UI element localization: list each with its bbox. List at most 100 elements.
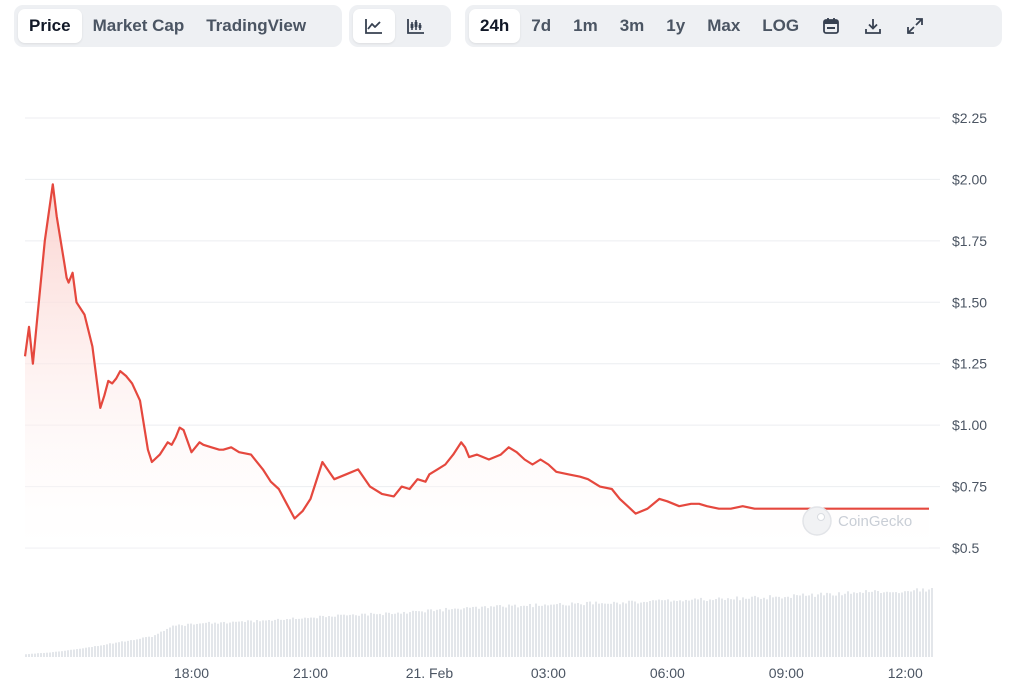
tab-log[interactable]: LOG	[762, 16, 800, 35]
volume-bar	[298, 618, 300, 657]
x-tick-label: 21:00	[293, 665, 328, 681]
calendar-button[interactable]	[810, 9, 852, 43]
volume-bar	[292, 617, 294, 657]
volume-bar	[43, 652, 45, 657]
volume-bar	[835, 595, 837, 657]
volume-bar	[37, 653, 39, 657]
calendar-icon	[823, 18, 840, 34]
volume-bar	[250, 620, 252, 657]
volume-bar	[217, 623, 219, 657]
chart-type-group	[349, 5, 451, 47]
volume-bar	[844, 593, 846, 657]
volume-bar	[754, 595, 756, 657]
volume-bar	[82, 648, 84, 657]
volume-bar	[466, 607, 468, 657]
volume-bar	[682, 601, 684, 657]
line-chart-button[interactable]	[353, 9, 395, 43]
volume-bar	[130, 640, 132, 657]
volume-bar	[850, 593, 852, 657]
volume-bar	[688, 600, 690, 657]
volume-bar	[613, 601, 615, 657]
volume-bar	[346, 615, 348, 657]
x-tick-label: 09:00	[769, 665, 804, 681]
volume-bar	[778, 596, 780, 657]
volume-bar	[94, 646, 96, 657]
volume-bar	[451, 609, 453, 657]
tab-market-cap[interactable]: Market Cap	[92, 16, 185, 35]
volume-bar	[235, 621, 237, 657]
y-tick-label: $0.5	[952, 540, 979, 556]
volume-bar	[763, 597, 765, 657]
volume-bar	[469, 607, 471, 657]
volume-bar	[283, 619, 285, 657]
volume-bar	[571, 602, 573, 657]
volume-bar	[463, 608, 465, 657]
volume-bar	[667, 599, 669, 657]
volume-bar	[457, 608, 459, 657]
download-button[interactable]	[852, 9, 894, 43]
tab-1m[interactable]: 1m	[573, 16, 598, 35]
volume-bar	[607, 603, 609, 657]
volume-bar	[493, 606, 495, 657]
tab-1y[interactable]: 1y	[666, 16, 686, 35]
volume-bar	[886, 591, 888, 657]
volume-bar	[352, 614, 354, 657]
volume-bar	[580, 604, 582, 657]
volume-bar	[586, 601, 588, 657]
volume-bar	[610, 603, 612, 657]
volume-bar	[547, 605, 549, 657]
volume-bar	[718, 597, 720, 657]
volume-bar	[577, 603, 579, 657]
tab-max[interactable]: Max	[707, 16, 741, 35]
volume-bar	[55, 651, 57, 657]
volume-bar	[313, 617, 315, 657]
volume-bar	[604, 603, 606, 657]
volume-bar	[40, 653, 42, 657]
y-tick-label: $2.25	[952, 110, 987, 126]
volume-bar	[52, 652, 54, 657]
volume-bar	[802, 593, 804, 657]
candlestick-chart-button[interactable]	[395, 9, 437, 43]
volume-bar	[841, 595, 843, 657]
volume-bar	[202, 623, 204, 657]
volume-bar	[799, 595, 801, 657]
volume-bar	[730, 599, 732, 657]
tab-7d[interactable]: 7d	[531, 16, 552, 35]
volume-bar	[583, 605, 585, 657]
volume-bar	[889, 592, 891, 657]
x-tick-label: 18:00	[174, 665, 209, 681]
volume-bar	[928, 589, 930, 657]
volume-bar	[817, 594, 819, 657]
tab-price[interactable]: Price	[18, 9, 82, 43]
volume-bar	[772, 597, 774, 657]
expand-button[interactable]	[894, 9, 936, 43]
volume-bar	[619, 604, 621, 657]
volume-bar	[931, 588, 933, 657]
volume-bar	[343, 614, 345, 657]
volume-bar	[913, 590, 915, 657]
volume-bar	[517, 607, 519, 657]
volume-bar	[538, 605, 540, 657]
tab-3m[interactable]: 3m	[619, 16, 645, 35]
tab-24h[interactable]: 24h	[469, 9, 521, 43]
volume-bar	[712, 600, 714, 657]
volume-bar	[553, 604, 555, 657]
volume-bar	[751, 596, 753, 657]
volume-bar	[532, 607, 534, 657]
tab-tradingview[interactable]: TradingView	[206, 16, 307, 35]
volume-bar	[424, 612, 426, 657]
volume-bar	[295, 619, 297, 657]
volume-bar	[142, 637, 144, 657]
volume-bar	[598, 603, 600, 657]
volume-bar	[823, 595, 825, 657]
price-area-fill	[25, 184, 929, 549]
price-line[interactable]	[23, 183, 929, 520]
volume-bar	[565, 605, 567, 657]
volume-bar	[811, 593, 813, 657]
volume-bar	[319, 615, 321, 657]
volume-bar	[433, 611, 435, 657]
volume-bar	[514, 604, 516, 657]
volume-bar	[853, 592, 855, 657]
volume-bar	[25, 654, 27, 657]
volume-bar	[277, 618, 279, 657]
